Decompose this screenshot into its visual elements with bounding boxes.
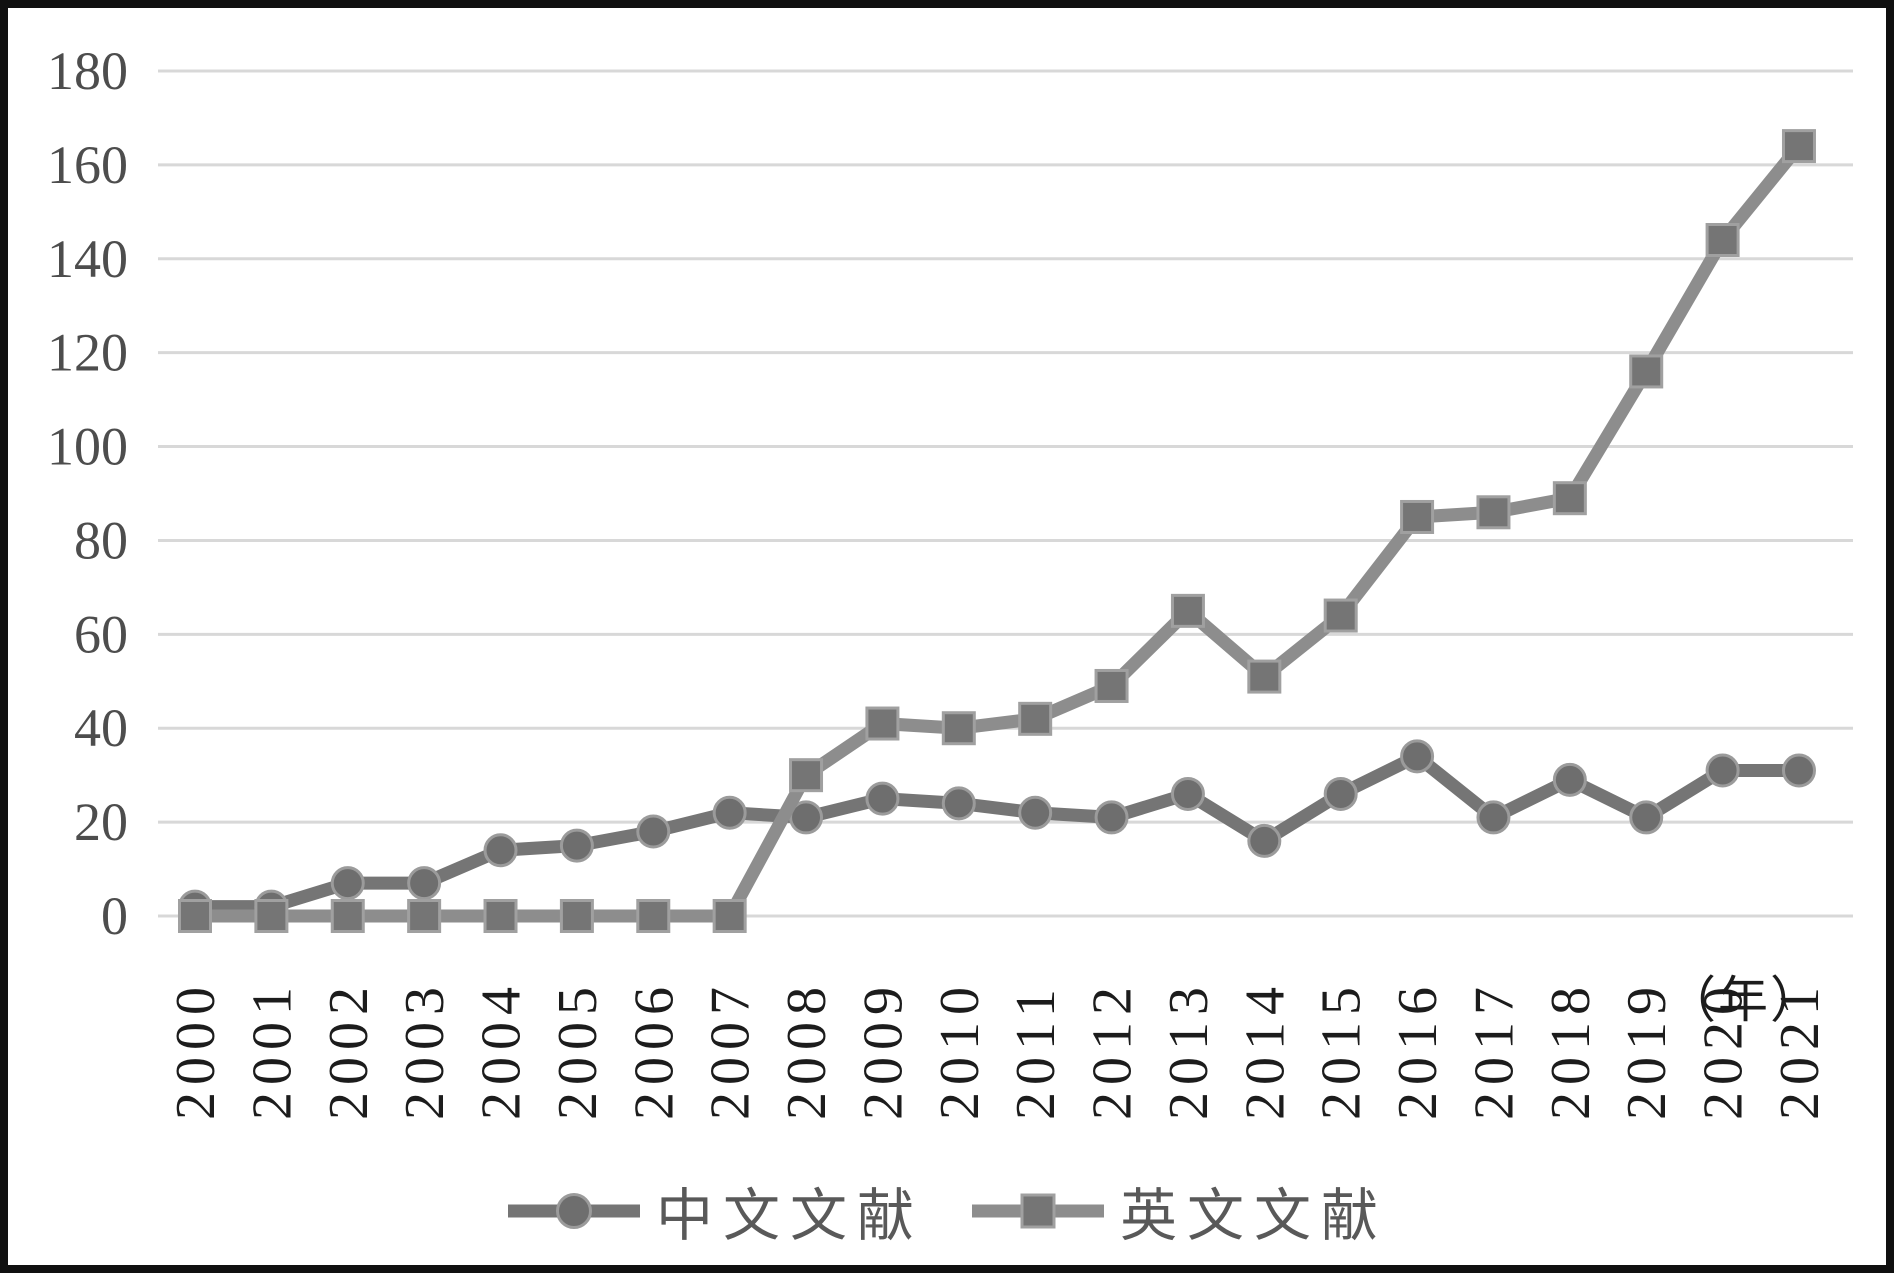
x-axis-year-label: 2018 <box>1540 980 1602 1120</box>
english-series-marker-square <box>1629 354 1664 389</box>
english-series-marker-square <box>1552 481 1587 516</box>
english-series-marker-square <box>1705 223 1740 257</box>
english-series-marker-square <box>1400 499 1435 534</box>
x-axis-year-label: 2019 <box>1616 980 1678 1120</box>
x-axis-year-label: 2009 <box>852 980 914 1120</box>
x-axis-year-label: 2014 <box>1234 980 1296 1120</box>
x-axis-year-label: 2017 <box>1463 980 1525 1120</box>
chinese-series-marker-circle <box>1400 739 1435 774</box>
english-series-marker-square <box>254 899 289 933</box>
y-axis-tick-label: 140 <box>47 229 128 289</box>
x-axis-year-label: 2016 <box>1387 980 1449 1120</box>
chinese-series-line <box>195 748 1799 914</box>
english-series-line <box>195 142 1805 923</box>
chinese-series-marker-circle <box>407 866 442 901</box>
english-series-marker-square <box>330 899 365 933</box>
english-series-marker-square <box>559 899 594 933</box>
x-axis-year-label: 2008 <box>776 980 838 1120</box>
x-axis-year-label: 2001 <box>241 980 303 1120</box>
x-axis-year-label: 2013 <box>1158 980 1220 1120</box>
english-series-marker-square <box>1018 701 1053 736</box>
chinese-series-marker-circle <box>1781 753 1816 788</box>
y-axis-tick-label: 0 <box>101 886 128 946</box>
chinese-series-marker-circle <box>636 814 671 849</box>
legend: 中文文献 英文文献 <box>8 1170 1886 1252</box>
chinese-series-marker-circle <box>1170 776 1205 811</box>
y-axis-tick-label: 120 <box>47 323 128 383</box>
y-axis-tick-label: 40 <box>74 698 128 758</box>
legend-square-marker <box>1020 1193 1056 1229</box>
chinese-series-marker-circle <box>1018 795 1053 830</box>
english-series-marker-square <box>789 758 824 793</box>
x-axis-year-label: 2002 <box>318 980 380 1120</box>
x-axis-unit-label: （年） <box>1666 972 1822 1028</box>
y-axis-tick-label: 160 <box>47 135 128 195</box>
x-axis-year-label: 2004 <box>471 980 533 1120</box>
chinese-series-marker-circle <box>559 828 594 863</box>
chinese-series-marker-circle <box>1094 800 1129 835</box>
english-series-marker-square <box>712 899 747 933</box>
legend-circle-marker <box>556 1193 592 1229</box>
x-axis-year-label: 2012 <box>1082 980 1144 1120</box>
line-chart: 0 20 40 60 80 100 120 140 160 180 2000 2001 2002 2003… <box>47 41 1853 1120</box>
y-axis-tick-label: 180 <box>47 41 128 101</box>
chinese-series-marker-circle <box>1705 753 1740 788</box>
chinese-series-marker-circle <box>1552 762 1587 797</box>
chinese-series-marker-circle <box>1476 800 1511 835</box>
chinese-series-marker-circle <box>483 833 518 868</box>
english-series-marker-square <box>1170 593 1205 628</box>
legend-marker-square-icon <box>972 1193 1104 1229</box>
legend-item-english: 英文文献 <box>970 1170 1388 1252</box>
chinese-series-marker-circle <box>1247 823 1282 858</box>
x-axis-year-label: 2021 <box>1769 980 1831 1120</box>
x-axis-year-label: 2011 <box>1005 982 1067 1120</box>
chinese-series-marker-circle <box>941 786 976 821</box>
x-axis-year-label: 2010 <box>929 980 991 1120</box>
x-axis-year-label: 2000 <box>165 980 227 1120</box>
y-axis-tick-label: 100 <box>47 417 128 477</box>
chinese-series-marker-circle <box>789 800 824 835</box>
x-axis-year-label: 2003 <box>394 980 456 1120</box>
x-axis-year-label: 2006 <box>623 980 685 1120</box>
y-axis-tick-label: 60 <box>74 604 128 664</box>
english-series-marker-square <box>407 899 442 933</box>
english-series-marker-square <box>483 899 518 933</box>
legend-label-english: 英文文献 <box>1120 1185 1388 1248</box>
english-series-marker-square <box>865 706 900 741</box>
chinese-series-marker-circle <box>1629 800 1664 835</box>
legend-marker-circle-icon <box>508 1193 640 1229</box>
x-axis-year-label: 2007 <box>700 980 762 1120</box>
chinese-series-marker-circle <box>330 866 365 901</box>
legend-label-chinese: 中文文献 <box>656 1185 924 1248</box>
english-series-marker-square <box>1323 598 1358 633</box>
english-series-marker-square <box>1247 659 1282 694</box>
english-series-marker-square <box>636 899 671 933</box>
english-series-marker-square <box>1094 668 1129 703</box>
x-axis-year-label: 2005 <box>547 980 609 1120</box>
chinese-series-marker-circle <box>865 781 900 816</box>
chinese-series-marker-circle <box>1323 776 1358 811</box>
english-series-marker-square <box>941 711 976 746</box>
x-axis-year-label: 2015 <box>1311 980 1373 1120</box>
chinese-series-marker-circle <box>712 795 747 830</box>
english-series-marker-square <box>1781 129 1816 164</box>
x-axis-year-label: 2020 <box>1693 980 1755 1120</box>
legend-item-chinese: 中文文献 <box>506 1170 924 1252</box>
english-series-marker-square <box>1476 495 1511 530</box>
y-axis-tick-label: 80 <box>74 510 128 570</box>
english-series-marker-square <box>178 899 212 933</box>
y-axis-tick-label: 20 <box>74 792 128 852</box>
